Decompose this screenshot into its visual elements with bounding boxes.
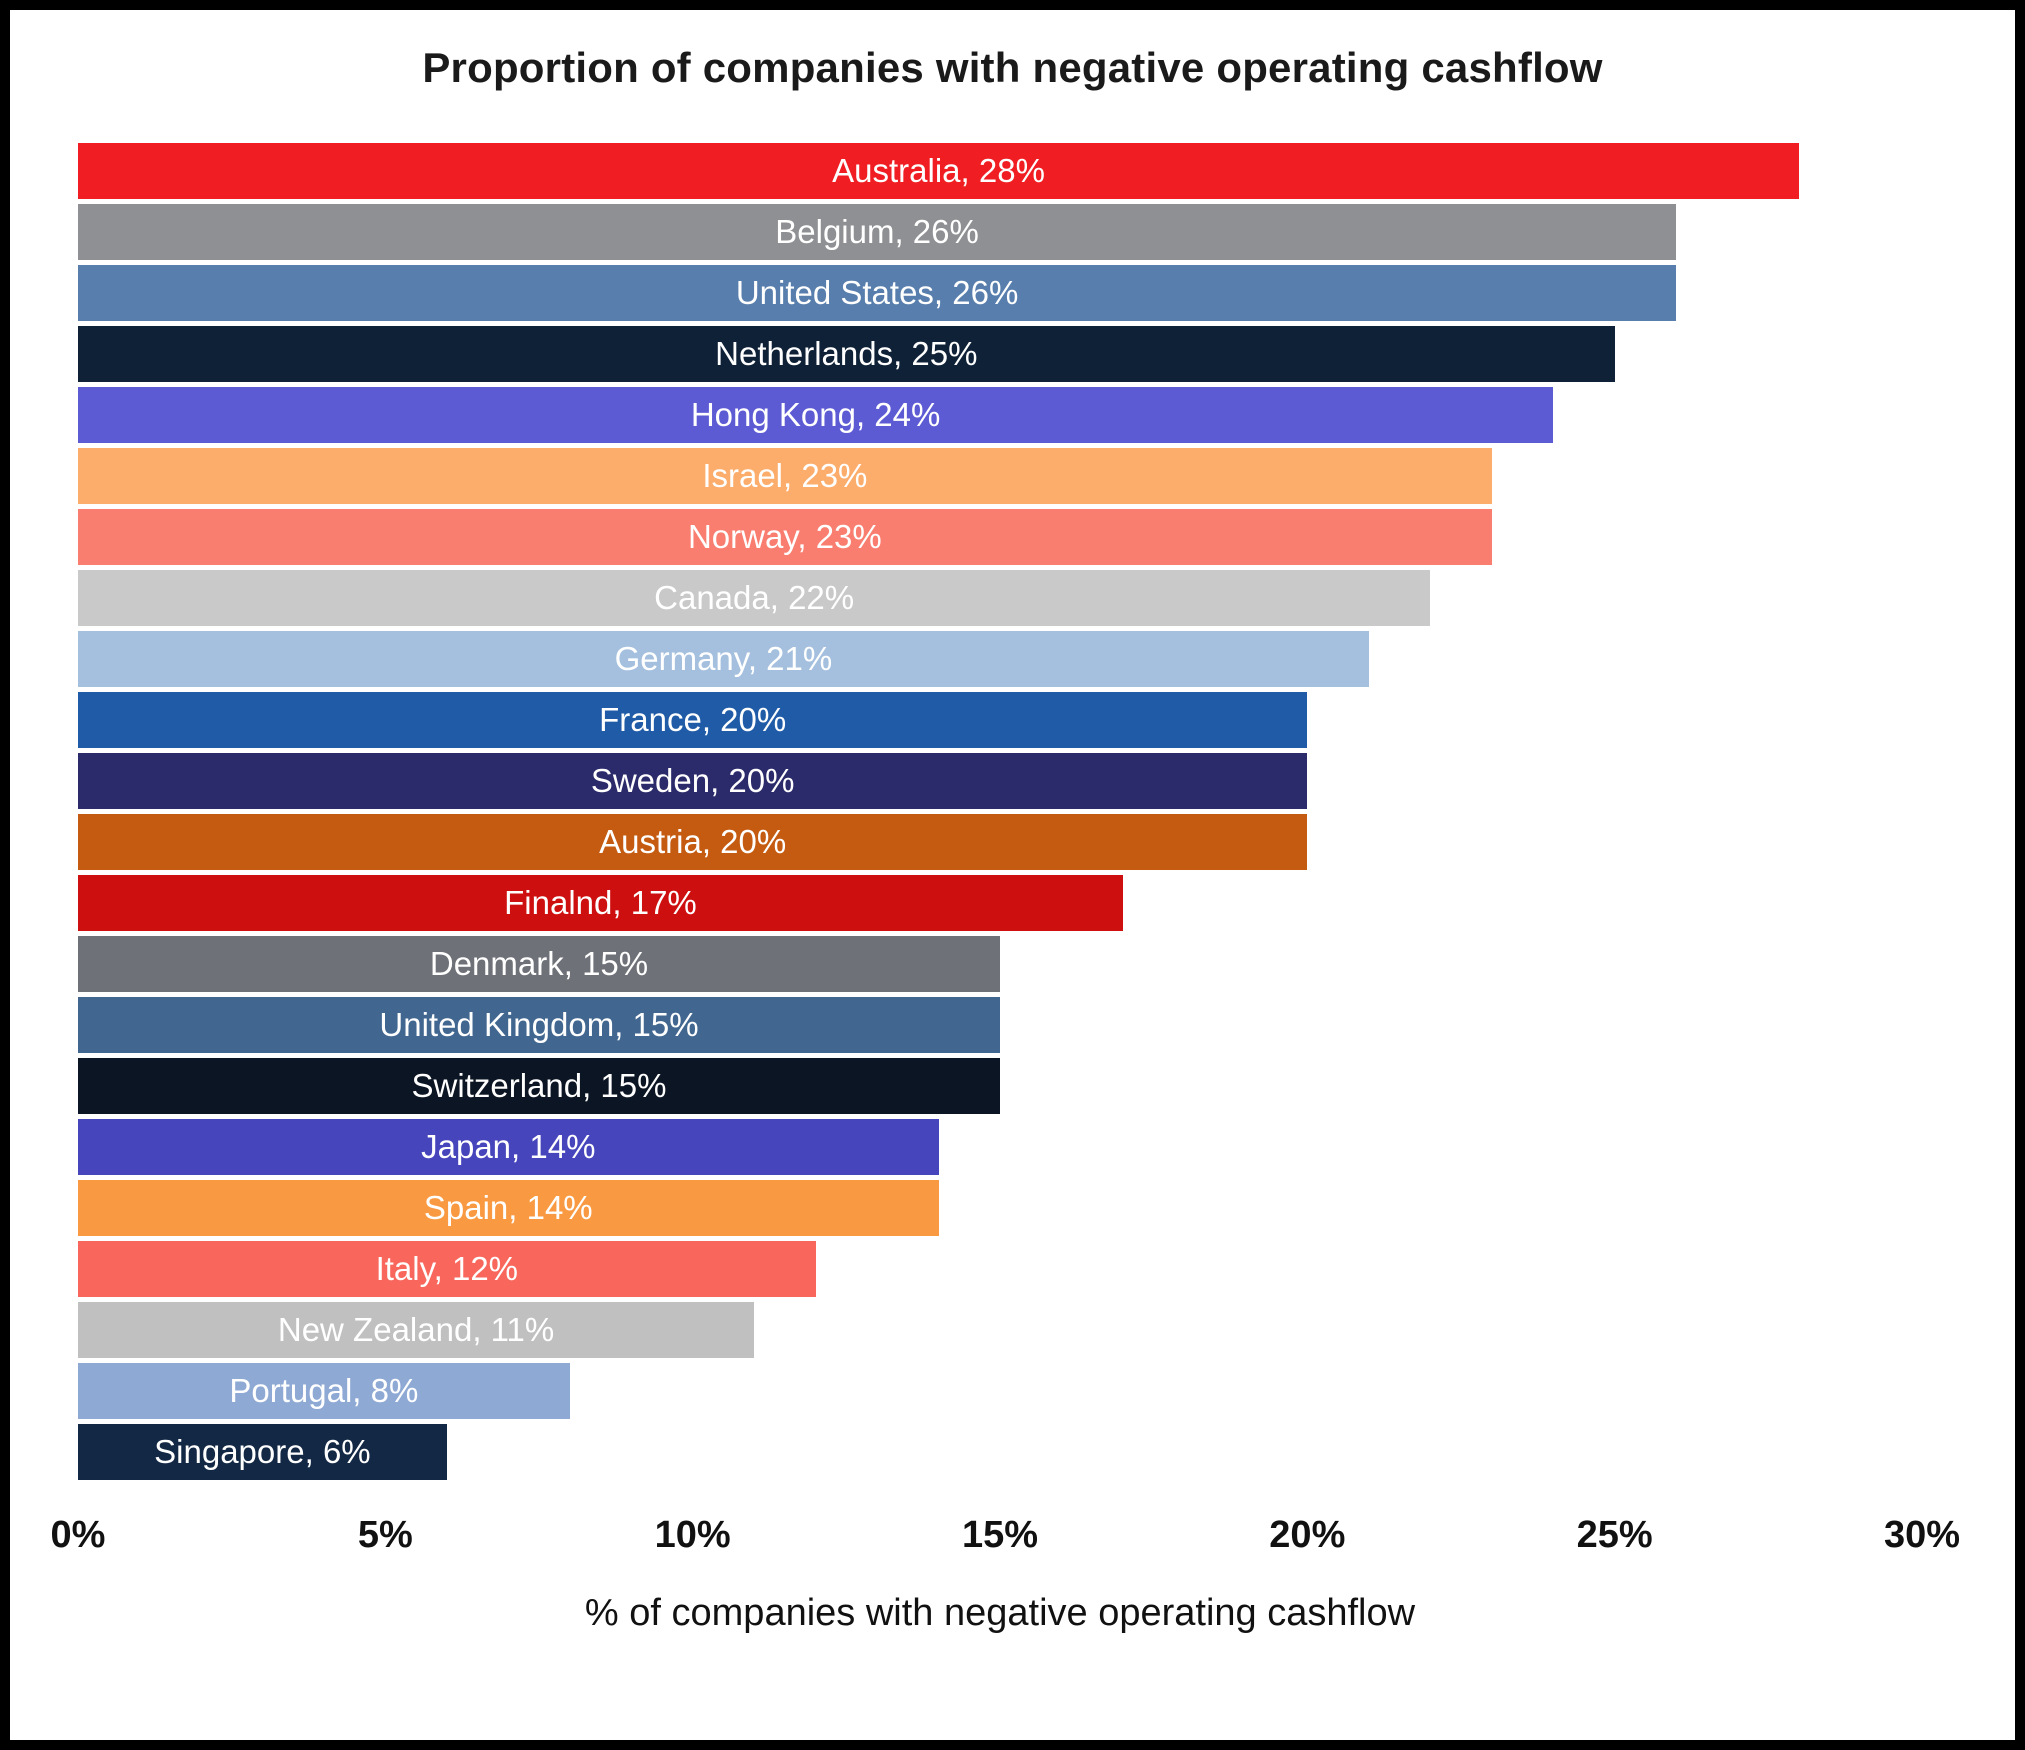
bar-canada: Canada, 22% (78, 569, 1431, 626)
bar-denmark: Denmark, 15% (78, 935, 1000, 992)
bar-row: Austria, 20% (78, 811, 1922, 872)
bar-label: United States, 26% (735, 274, 1019, 311)
x-tick: 20% (1269, 1514, 1346, 1556)
bar-row: Norway, 23% (78, 506, 1922, 567)
bar-row: Germany, 21% (78, 628, 1922, 689)
bar-italy: Italy, 12% (78, 1240, 816, 1297)
bar-row: Singapore, 6% (78, 1421, 1922, 1482)
bar-sweden: Sweden, 20% (78, 752, 1308, 809)
bar-label: Hong Kong, 24% (690, 396, 941, 433)
bar-row: Italy, 12% (78, 1238, 1922, 1299)
bar-label: Portugal, 8% (229, 1372, 419, 1409)
bar-row: Canada, 22% (78, 567, 1922, 628)
bar-united-kingdom: United Kingdom, 15% (78, 996, 1000, 1053)
bar-label: Australia, 28% (832, 152, 1045, 189)
bar-spain: Spain, 14% (78, 1179, 939, 1236)
bar-label: Austria, 20% (599, 823, 787, 860)
bar-label: Sweden, 20% (590, 762, 795, 799)
bar-label: Spain, 14% (423, 1189, 593, 1226)
bar-label: Denmark, 15% (429, 945, 649, 982)
bar-label: Germany, 21% (614, 640, 833, 677)
bar-switzerland: Switzerland, 15% (78, 1057, 1000, 1114)
bar-netherlands: Netherlands, 25% (78, 325, 1615, 382)
bar-row: Portugal, 8% (78, 1360, 1922, 1421)
bar-australia: Australia, 28% (78, 142, 1800, 199)
x-tick: 15% (961, 1514, 1039, 1556)
bar-new-zealand: New Zealand, 11% (78, 1301, 755, 1358)
bar-finalnd: Finalnd, 17% (78, 874, 1123, 931)
bar-label: Italy, 12% (375, 1250, 519, 1287)
bar-row: Hong Kong, 24% (78, 384, 1922, 445)
bar-label: Netherlands, 25% (715, 335, 978, 372)
x-tick: 10% (654, 1514, 731, 1556)
bar-label: Canada, 22% (654, 579, 855, 616)
x-axis-label: % of companies with negative operating c… (584, 1592, 1416, 1634)
bar-label: United Kingdom, 15% (379, 1006, 699, 1043)
bar-austria: Austria, 20% (78, 813, 1308, 870)
bar-row: New Zealand, 11% (78, 1299, 1922, 1360)
chart-title: Proportion of companies with negative op… (422, 44, 1603, 91)
bar-row: Sweden, 20% (78, 750, 1922, 811)
bar-row: Denmark, 15% (78, 933, 1922, 994)
x-tick: 25% (1576, 1514, 1653, 1556)
bar-row: Belgium, 26% (78, 201, 1922, 262)
bar-row: Netherlands, 25% (78, 323, 1922, 384)
bar-label: Israel, 23% (702, 457, 868, 494)
bar-label: New Zealand, 11% (277, 1311, 555, 1348)
bar-hong-kong: Hong Kong, 24% (78, 386, 1554, 443)
bar-label: Japan, 14% (421, 1128, 596, 1165)
bar-label: Belgium, 26% (775, 213, 979, 250)
x-tick: 30% (1883, 1514, 1961, 1556)
bar-label: Norway, 23% (687, 518, 882, 555)
bar-norway: Norway, 23% (78, 508, 1492, 565)
bar-row: France, 20% (78, 689, 1922, 750)
bar-label: France, 20% (599, 701, 787, 738)
bar-row: Israel, 23% (78, 445, 1922, 506)
bar-germany: Germany, 21% (78, 630, 1369, 687)
bar-row: Switzerland, 15% (78, 1055, 1922, 1116)
x-tick: 5% (357, 1514, 413, 1556)
bar-portugal: Portugal, 8% (78, 1362, 570, 1419)
bars-container: Australia, 28% Belgium, 26% United States,… (78, 140, 1922, 1482)
bar-japan: Japan, 14% (78, 1118, 939, 1175)
bar-israel: Israel, 23% (78, 447, 1492, 504)
bar-row: Australia, 28% (78, 140, 1922, 201)
bar-united-states: United States, 26% (78, 264, 1677, 321)
x-tick: 0% (50, 1514, 106, 1556)
bar-row: United States, 26% (78, 262, 1922, 323)
bar-belgium: Belgium, 26% (78, 203, 1677, 260)
x-axis: 0% 5% 10% 15% 20% 25% 30% (51, 1514, 1960, 1566)
bar-france: France, 20% (78, 691, 1308, 748)
bar-label: Singapore, 6% (154, 1433, 371, 1470)
bar-singapore: Singapore, 6% (78, 1423, 447, 1480)
bar-label: Finalnd, 17% (504, 884, 697, 921)
bar-row: United Kingdom, 15% (78, 994, 1922, 1055)
bar-label: Switzerland, 15% (411, 1067, 667, 1104)
bar-row: Spain, 14% (78, 1177, 1922, 1238)
bar-row: Japan, 14% (78, 1116, 1922, 1177)
plot-area: Australia, 28% Belgium, 26% United States,… (10, 140, 2015, 1635)
bar-row: Finalnd, 17% (78, 872, 1922, 933)
